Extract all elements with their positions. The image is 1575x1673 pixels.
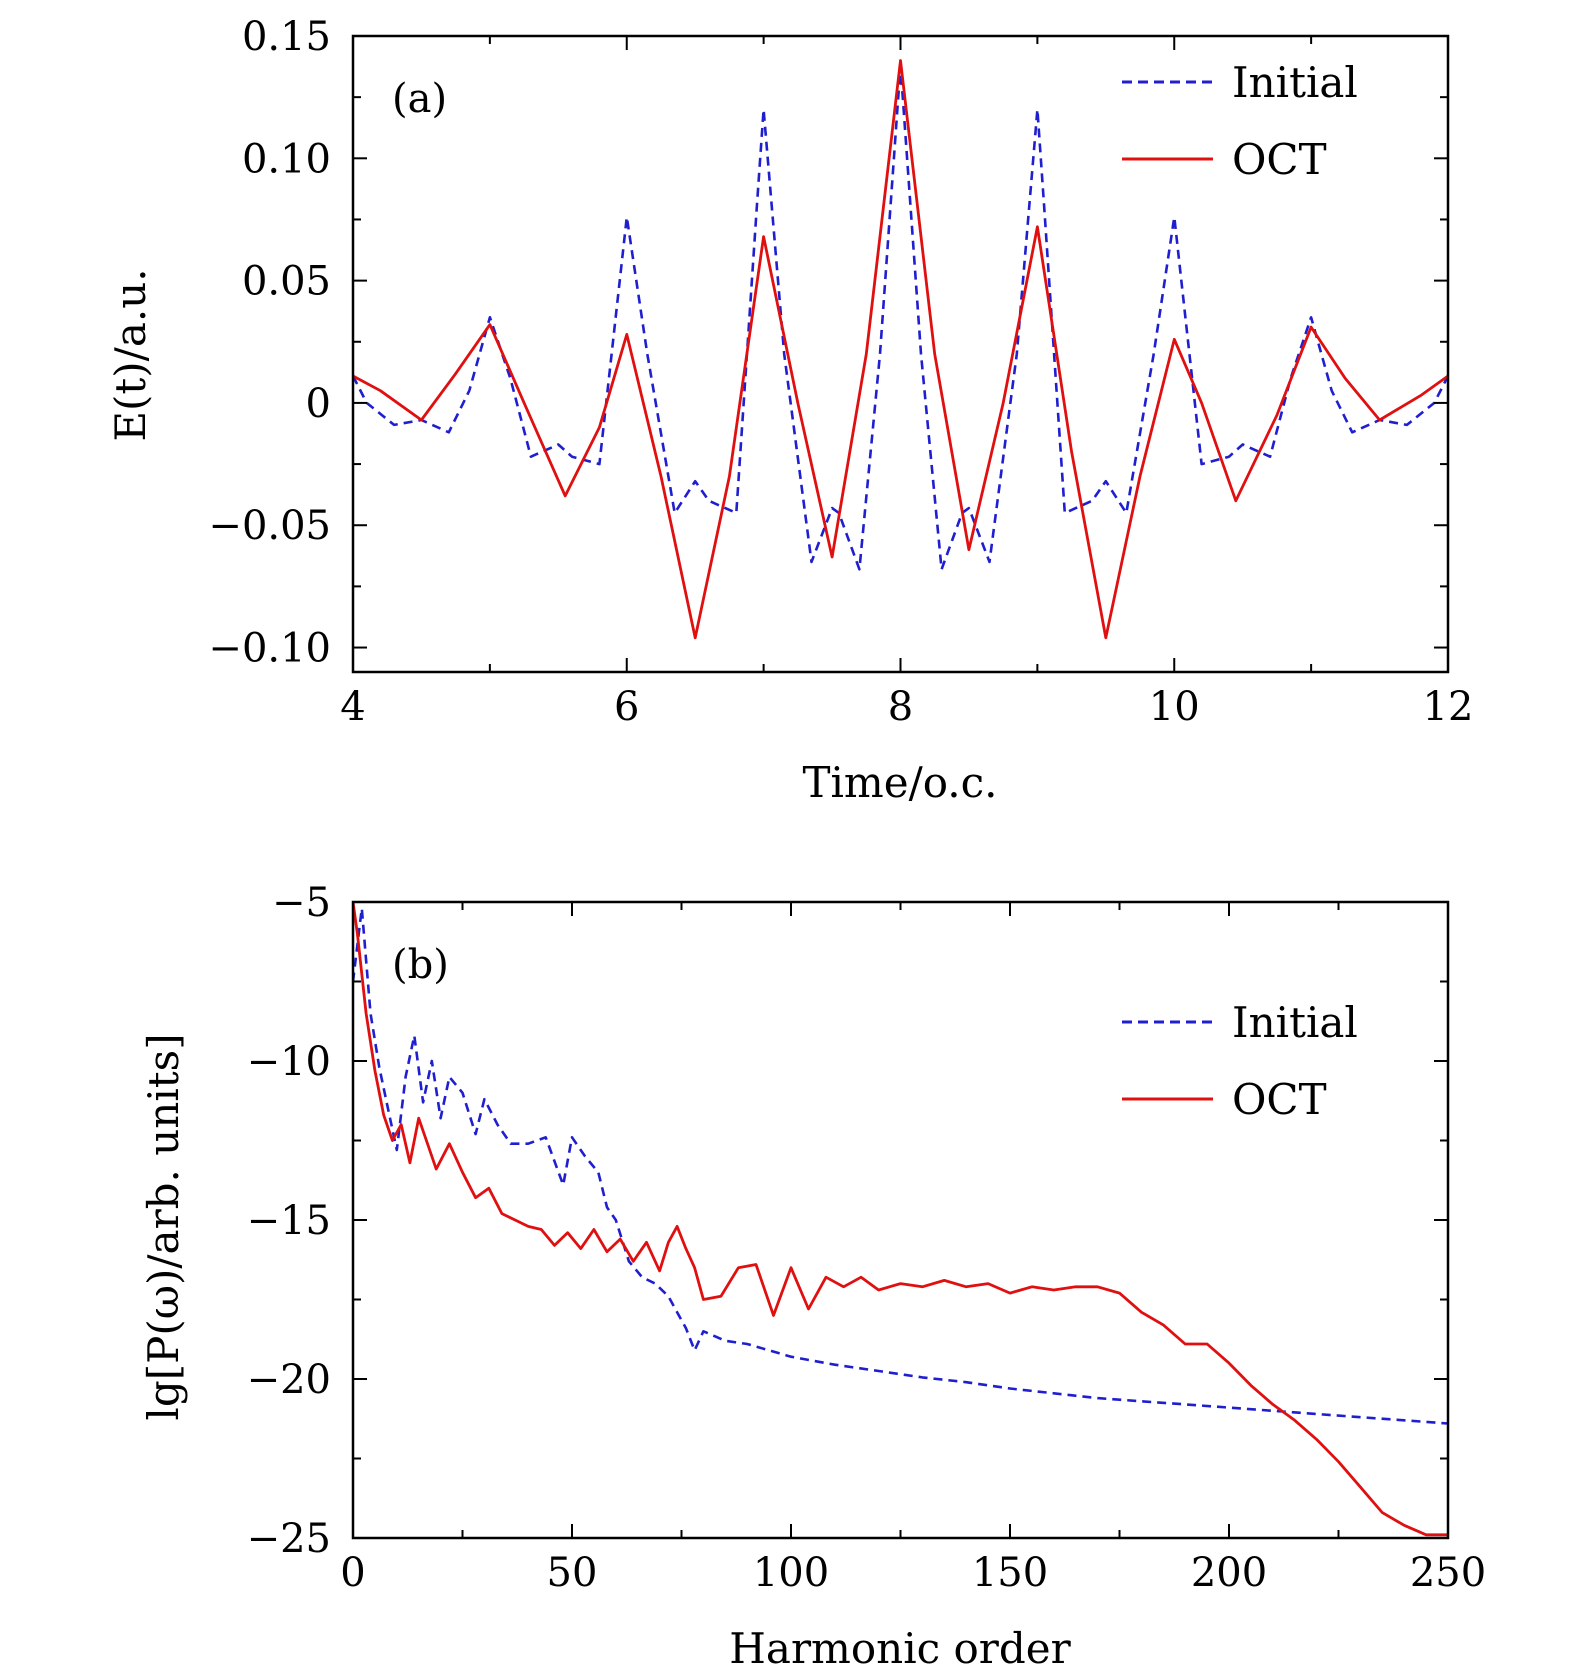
panel-a-x-tick-label: 4 — [340, 684, 365, 730]
panel-a-y-tick-label: 0.10 — [242, 136, 331, 182]
panel-b-x-tick-label: 50 — [547, 1550, 598, 1596]
panel-a-x-axis-label: Time/o.c. — [802, 758, 997, 807]
panel-a-x-tick-label: 10 — [1149, 684, 1200, 730]
panel-b-chart: 0 50 100 150 200 250 −5 −10 −15 −20 −25 (b) Harmon… — [139, 880, 1486, 1673]
panel-b-x-tick-label: 100 — [753, 1550, 829, 1596]
panel-b-y-tick-label: −10 — [247, 1039, 331, 1085]
panel-a-legend-initial-label: Initial — [1232, 58, 1358, 107]
panel-a-x-tick-label: 6 — [614, 684, 639, 730]
panel-b-x-tick-label: 200 — [1191, 1550, 1267, 1596]
panel-a-legend-oct-label: OCT — [1232, 135, 1327, 184]
panel-b-x-tick-label: 150 — [972, 1550, 1048, 1596]
panel-b-y-axis-label: lg[P(ω)/arb. units] — [139, 1033, 188, 1420]
panel-a-y-tick-label: 0.05 — [242, 259, 331, 305]
panel-a-series-oct-line — [353, 59, 1448, 640]
panel-b-y-tick-label: −15 — [247, 1198, 331, 1244]
panel-a-y-tick-label: 0 — [306, 381, 331, 427]
panel-a-legend: Initial OCT — [1122, 58, 1358, 184]
panel-b-x-tick-label: 250 — [1410, 1550, 1486, 1596]
panel-b-series-oct-line — [353, 902, 1448, 1537]
panel-a-x-tick-label: 12 — [1423, 684, 1474, 730]
panel-b-legend-initial-label: Initial — [1232, 998, 1358, 1047]
panel-a-chart: 4 6 8 10 12 0.15 0.10 0.05 0 −0.05 −0.10 (a) Time/… — [106, 14, 1473, 807]
panel-b-x-tick-label: 0 — [340, 1550, 365, 1596]
panel-b-legend-oct-label: OCT — [1232, 1075, 1327, 1124]
panel-b-legend: Initial OCT — [1122, 998, 1358, 1124]
panel-b-y-tick-label: −20 — [247, 1357, 331, 1403]
panel-a-y-tick-label: 0.15 — [242, 14, 331, 60]
panel-b-x-axis-label: Harmonic order — [729, 1624, 1071, 1673]
panel-b-tag: (b) — [392, 942, 449, 988]
panel-b-series-initial-line — [353, 907, 1448, 1425]
panel-a-y-tick-label: −0.10 — [208, 626, 331, 672]
panel-a-x-tick-label: 8 — [888, 684, 913, 730]
panel-b-y-tick-label: −5 — [272, 880, 331, 926]
panel-a-y-axis-label: E(t)/a.u. — [106, 268, 155, 441]
panel-b-ticks: 0 50 100 150 200 250 −5 −10 −15 −20 −25 — [247, 880, 1487, 1596]
panel-b-y-tick-label: −25 — [247, 1516, 331, 1562]
panel-a-y-tick-label: −0.05 — [208, 503, 331, 549]
panel-a-tag: (a) — [392, 76, 447, 122]
panel-a-ticks: 4 6 8 10 12 0.15 0.10 0.05 0 −0.05 −0.10 — [208, 14, 1473, 730]
